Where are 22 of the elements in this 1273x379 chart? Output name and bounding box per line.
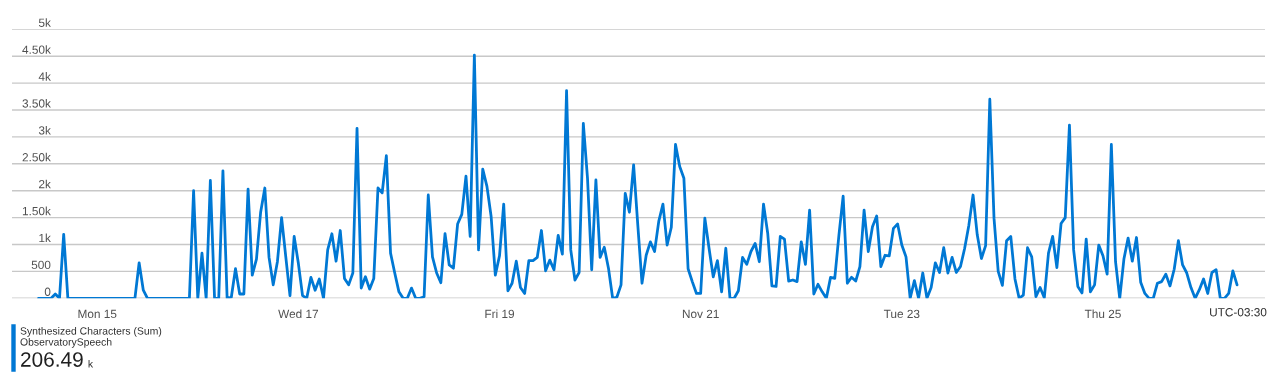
text: Synthesized Characters (Sum)	[20, 327, 162, 337]
y-tick-label: 0	[44, 287, 51, 296]
x-tick-label: Wed 17	[278, 309, 319, 319]
y-tick-label: 4k	[38, 72, 51, 81]
x-tick-label: Thu 25	[1084, 309, 1121, 319]
y-tick-label: 2k	[39, 179, 51, 189]
text: k	[88, 359, 94, 368]
x-tick-label: Mon 15	[78, 309, 117, 319]
y-tick-label: 5k	[38, 18, 51, 27]
text: 206.49	[21, 352, 83, 367]
y-tick-label: 3.50k	[22, 99, 51, 108]
y-tick-label: 1k	[39, 233, 51, 243]
x-axis-title: UTC-03:30	[1210, 308, 1267, 317]
text: ObservatorySpeech	[20, 338, 112, 348]
y-tick-label: 3k	[38, 125, 51, 135]
x-tick-label: Tue 23	[883, 309, 920, 319]
x-tick-label: Fri 19	[485, 309, 515, 319]
y-tick-label: 500	[31, 260, 51, 270]
y-tick-label: 2.50k	[22, 152, 51, 162]
x-tick-label: Nov 21	[682, 309, 719, 319]
y-tick-label: 4.50k	[22, 45, 51, 54]
y-tick-label: 1.50k	[22, 206, 51, 216]
